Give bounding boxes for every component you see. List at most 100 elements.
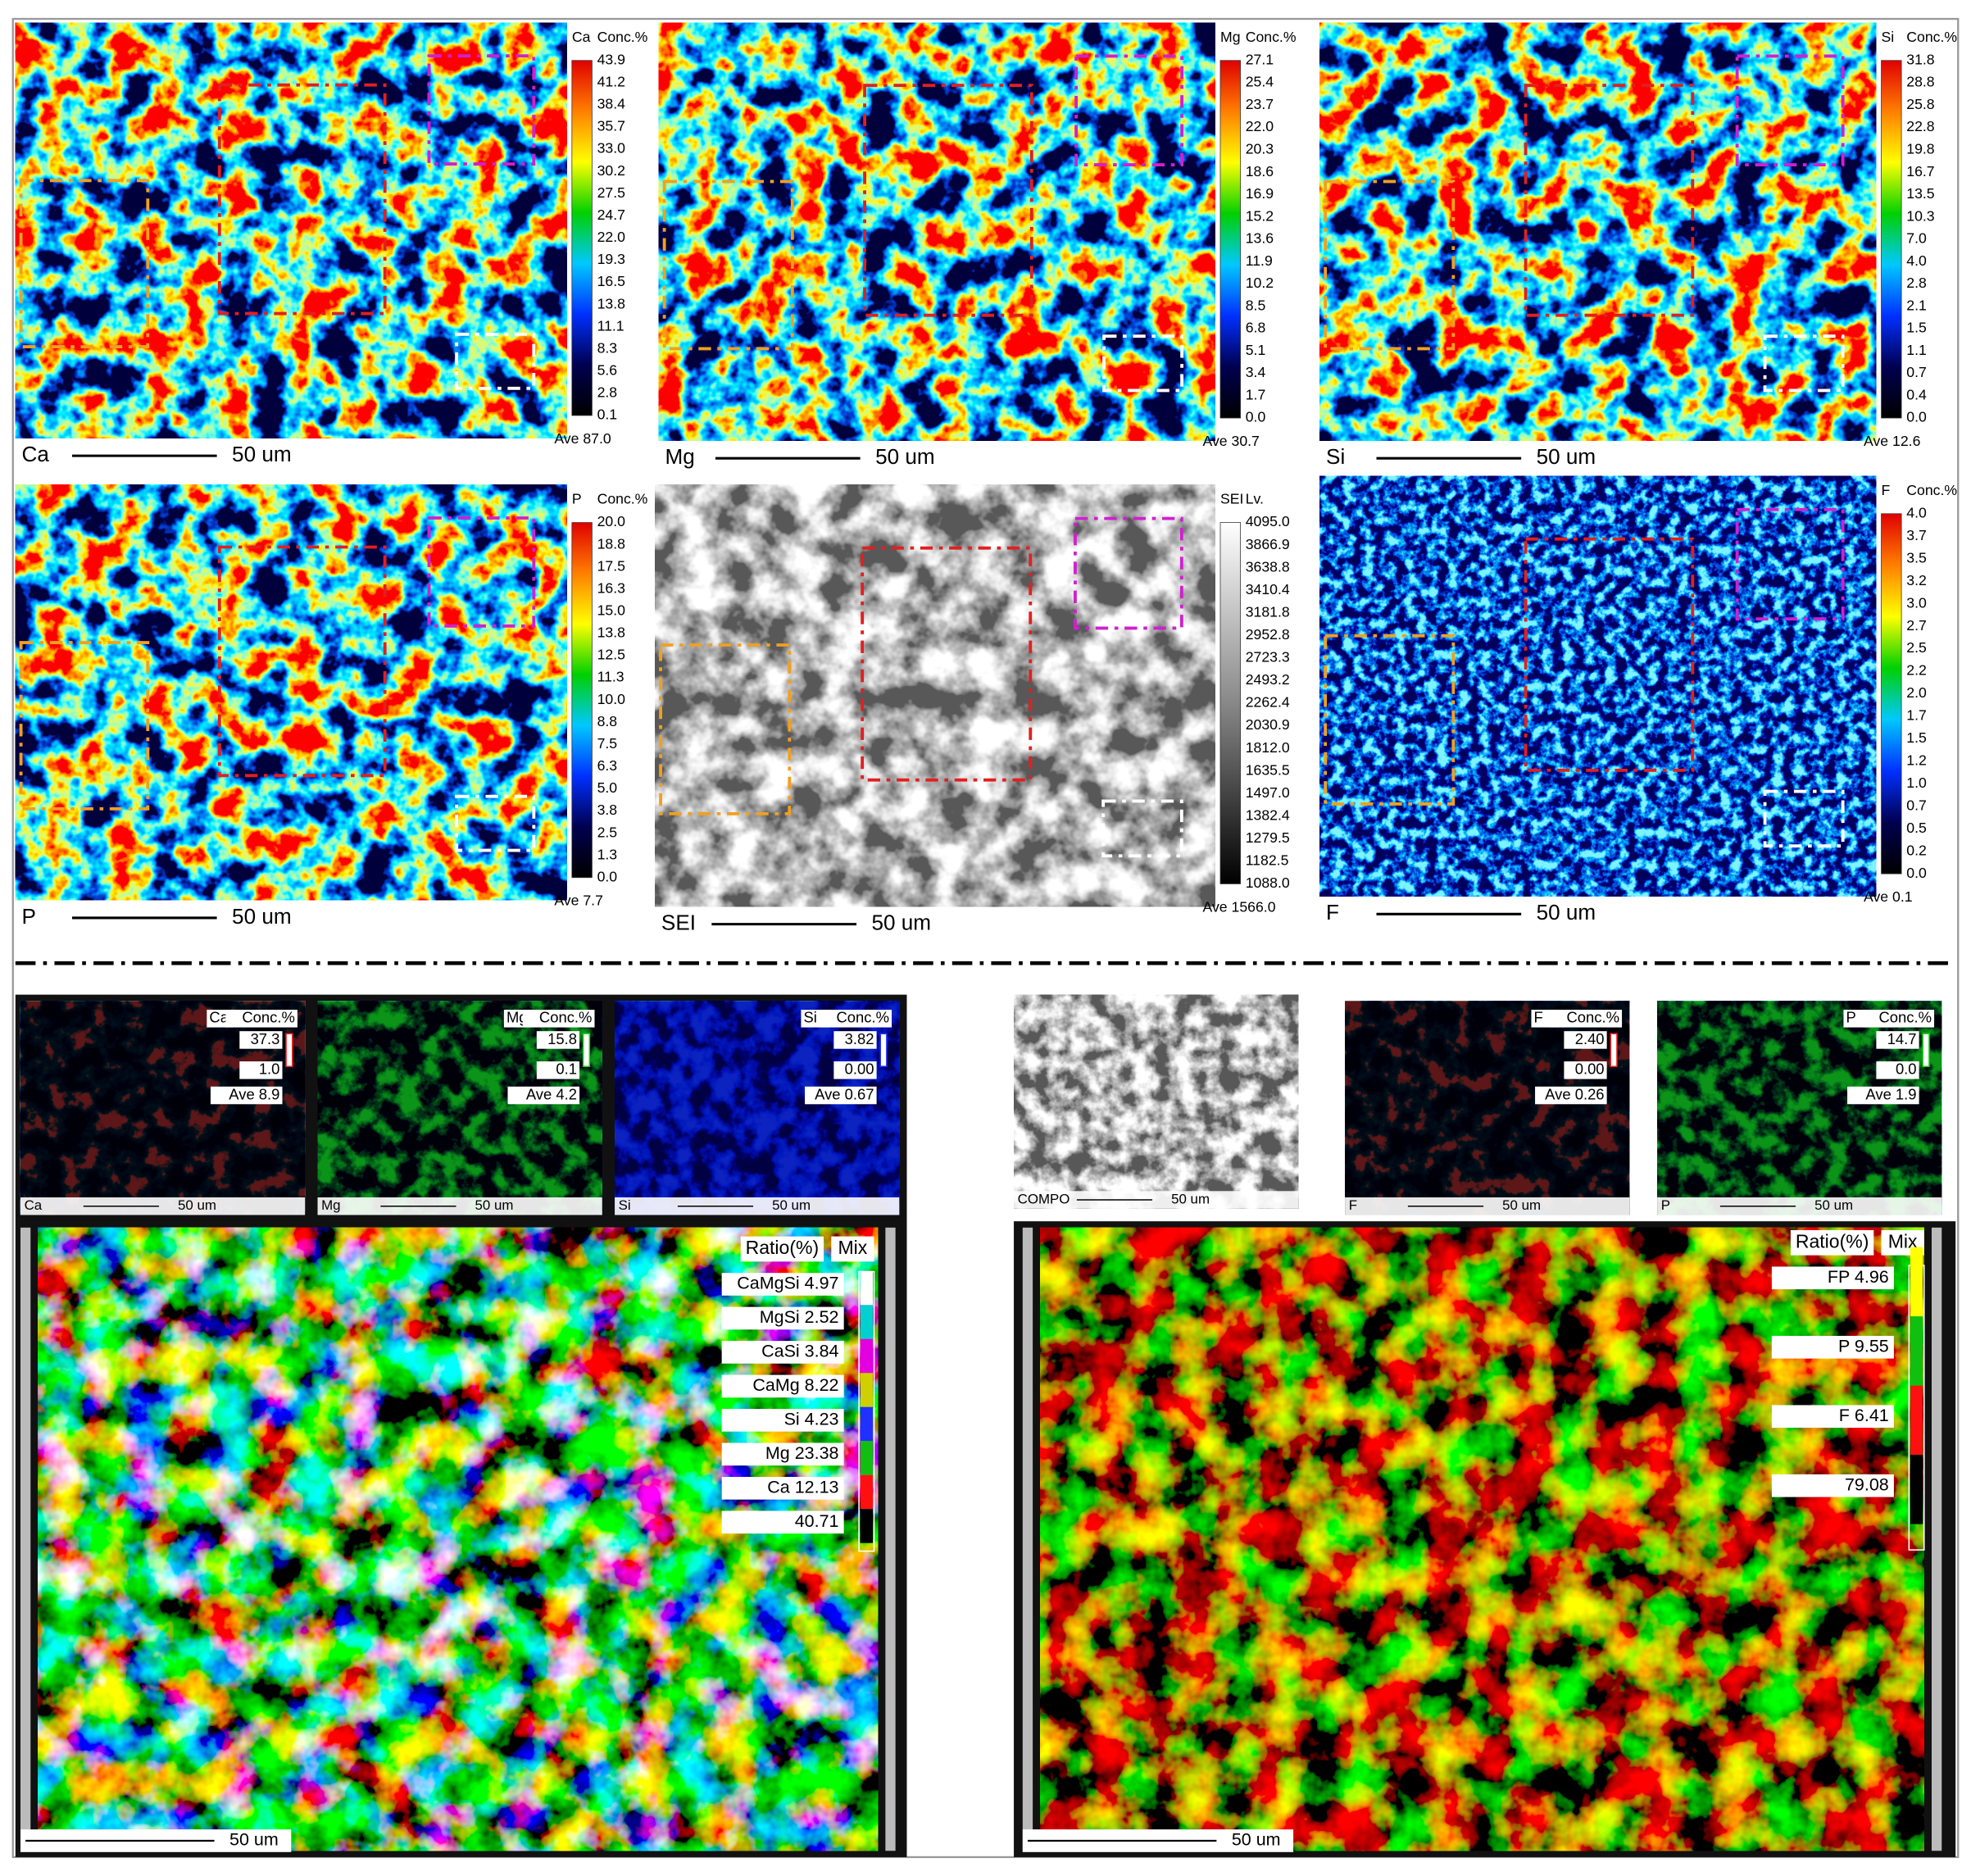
colorbar-label: 19.8 <box>1906 140 1935 157</box>
colorbar-label: 1088.0 <box>1246 874 1290 891</box>
map-image <box>1319 22 1877 441</box>
scale-bar-label: 50 um <box>232 904 292 929</box>
legend-entry: CaMgSi 4.97 <box>737 1274 838 1293</box>
scale-bar-label: 50 um <box>772 1197 811 1213</box>
colorbar <box>571 60 593 416</box>
roi-box <box>1524 537 1695 772</box>
label-box <box>536 1031 580 1049</box>
roi-box <box>19 641 150 811</box>
map-label: COMPO <box>1018 1192 1070 1207</box>
legend-entry: Mg 23.38 <box>765 1443 839 1463</box>
colorbar-label: 27.5 <box>597 184 626 201</box>
panel-average: Ave 4.2 <box>526 1085 577 1102</box>
average: Ave 0.1 <box>1864 888 1913 905</box>
colorbar-label: 18.6 <box>1246 163 1274 179</box>
map-label: Si <box>619 1197 631 1213</box>
legend-box <box>1771 1474 1894 1497</box>
colorbar-label: 22.8 <box>1906 118 1935 134</box>
colorbar-label: 1.2 <box>1906 752 1927 769</box>
label-box <box>536 1061 580 1079</box>
colorbar-label: 0.0 <box>1906 865 1927 881</box>
roi-box <box>455 794 536 852</box>
legend-swatch <box>860 1305 874 1339</box>
roi-box <box>1074 516 1183 630</box>
roi-box <box>659 643 792 815</box>
panel-max: 37.3 <box>251 1030 280 1047</box>
legend-entry: 79.08 <box>1845 1474 1889 1494</box>
colorbar-label: 35.7 <box>597 118 625 134</box>
colorbar-label: 0.7 <box>1906 797 1927 813</box>
colorbar-label: 8.5 <box>1246 297 1266 313</box>
colorbar-label: 5.0 <box>597 779 618 796</box>
header-box <box>1790 1229 1874 1256</box>
colorbar-label: 2.7 <box>1906 617 1927 634</box>
colorbar-label: 43.9 <box>597 51 625 67</box>
scale-bar-label: 50 um <box>1814 1197 1853 1213</box>
colorbar-label: 25.8 <box>1906 96 1935 112</box>
panel-max: 15.8 <box>547 1030 577 1047</box>
legend-swatch <box>1910 1385 1923 1456</box>
colorbar-label: 8.3 <box>597 339 618 356</box>
colorbar-label: 3.8 <box>597 802 618 818</box>
label-box <box>239 1061 283 1079</box>
label-strip <box>20 1197 306 1215</box>
colorbar-label: 33.0 <box>597 140 626 157</box>
label-box <box>1564 1031 1607 1049</box>
unit-header: Ca <box>572 29 591 45</box>
average: Ave 30.7 <box>1203 433 1260 449</box>
colorbar-label: 3181.8 <box>1246 603 1290 620</box>
colorbar-label: 2493.2 <box>1246 671 1290 688</box>
colorbar-label: 0.1 <box>597 407 618 423</box>
map-image <box>655 484 1215 907</box>
colorbar-label: 10.0 <box>597 691 626 707</box>
colorbar-label: 11.3 <box>597 669 624 685</box>
colorbar-label: 1497.0 <box>1246 784 1290 801</box>
average: Ave 7.7 <box>554 893 603 909</box>
legend-entry: CaMg 8.22 <box>752 1375 838 1395</box>
colorbar-label: 0.2 <box>1906 842 1927 858</box>
panel-unit: Conc.% <box>539 1009 593 1026</box>
roi-box <box>1735 507 1845 621</box>
roi-box <box>662 179 794 351</box>
colorbar-label: 2.2 <box>1906 662 1927 679</box>
legend-box <box>721 1409 844 1432</box>
colorbar-label: 2723.3 <box>1246 649 1290 665</box>
colorbar <box>1881 60 1902 419</box>
legend-swatch <box>1910 1455 1923 1524</box>
legend-swatch <box>860 1338 874 1374</box>
panel-max: 14.7 <box>1887 1030 1917 1047</box>
legend-entry: FP 4.96 <box>1828 1267 1889 1287</box>
label-box <box>1862 1010 1935 1028</box>
label-box <box>820 1010 892 1028</box>
colorbar-label: 4095.0 <box>1246 513 1290 529</box>
colorbar-label: 27.1 <box>1246 51 1274 67</box>
panel-element: F <box>1534 1009 1543 1026</box>
colorbar-label: 6.3 <box>597 757 618 774</box>
roi-box <box>455 332 536 390</box>
scale-bar-label: 50 um <box>475 1197 514 1213</box>
colorbar-label: 2.5 <box>597 824 618 840</box>
colorbar-label: 23.7 <box>1246 96 1274 112</box>
label-box <box>507 1086 580 1105</box>
colorbar-label: 1635.5 <box>1246 761 1290 778</box>
colorbar-label: 3.0 <box>1906 594 1927 611</box>
colorbar-label: 3.2 <box>1906 572 1927 588</box>
legend-swatch <box>860 1509 874 1543</box>
panel-unit: Conc.% <box>1878 1009 1932 1026</box>
label-box <box>805 1086 877 1105</box>
map-image <box>1040 1227 1924 1851</box>
average: Ave 87.0 <box>554 430 611 447</box>
colorbar-label: 31.8 <box>1906 51 1935 67</box>
roi-box <box>217 545 387 778</box>
label-box <box>1564 1061 1607 1079</box>
colorbar-label: 1.7 <box>1906 707 1927 724</box>
panel-min: 0.00 <box>1575 1061 1605 1078</box>
colorbar-label: 1812.0 <box>1246 739 1290 756</box>
panel-min: 0.1 <box>556 1061 577 1078</box>
panel-average: Ave 0.26 <box>1545 1085 1604 1102</box>
label-box <box>522 1010 595 1028</box>
unit-header: Conc.% <box>597 491 648 507</box>
colorbar-label: 20.3 <box>1246 140 1274 157</box>
side-bar <box>885 1227 896 1851</box>
roi-box <box>1763 334 1845 393</box>
